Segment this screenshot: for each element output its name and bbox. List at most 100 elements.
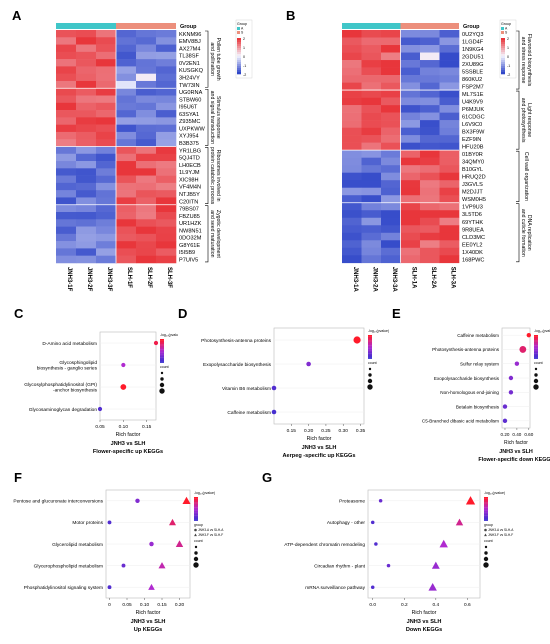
heatmap-cell: [96, 131, 117, 140]
heatmap-cell: [400, 52, 421, 61]
heatmap-cell: [116, 124, 137, 133]
annotation-bracket: [205, 30, 209, 88]
heatmap-cell: [116, 117, 137, 125]
legend-color-step: [534, 357, 538, 359]
legend-color-step: [194, 497, 198, 499]
group-bar-cell: [76, 23, 96, 29]
point-circle: [153, 340, 159, 346]
heatmap-cell: [136, 117, 157, 125]
heatmap-cell: [76, 51, 97, 60]
heatmap-cell: [361, 135, 382, 143]
heatmap-cell: [342, 187, 362, 196]
heatmap-cell: [136, 102, 157, 111]
group-bar-cell: [342, 23, 362, 29]
legend-scale-label: 1: [507, 46, 509, 50]
heatmap-cell: [76, 175, 97, 184]
legend-color-step: [194, 505, 198, 508]
heatmap-cell: [420, 52, 440, 61]
heatmap-cell: [136, 73, 157, 82]
heatmap-cell: [76, 117, 97, 125]
heatmap-cell: [400, 120, 421, 128]
point-circle: [386, 563, 391, 568]
heatmap-cell: [400, 45, 421, 53]
legend-swatch-s: [501, 31, 504, 34]
heatmap-cell: [56, 110, 77, 118]
heatmap-cell: [342, 172, 362, 181]
heatmap-row-label: 61CDGC: [462, 115, 485, 121]
heatmap-cell: [96, 190, 117, 198]
annotation-bracket: [516, 90, 520, 150]
heatmap-cell: [381, 105, 401, 113]
legend-gradient-step: [501, 38, 505, 41]
heatmap-cell: [156, 139, 177, 147]
heatmap-cell: [116, 66, 137, 74]
heatmap-row-label: 9R8UEA: [462, 227, 484, 233]
legend-color-step: [368, 348, 372, 351]
heatmap-cell: [136, 30, 157, 38]
point-triangle: [158, 562, 166, 569]
group-label: Group: [180, 24, 197, 30]
legend-gradient-step: [237, 68, 241, 71]
legend-color-step: [194, 508, 198, 511]
heatmap-cell: [76, 44, 97, 53]
heatmap-cell: [439, 172, 460, 181]
heatmap-cell: [361, 45, 382, 53]
heatmap-cell: [400, 232, 421, 241]
legend-shape-title: group: [194, 523, 203, 527]
heatmap-cell: [76, 30, 97, 38]
heatmap-cell: [400, 157, 421, 166]
heatmap-cell: [342, 210, 362, 219]
heatmap-cell: [96, 80, 117, 89]
heatmap-row-label: C20ITN: [179, 199, 198, 205]
point-circle: [149, 541, 154, 547]
heatmap-cell: [361, 60, 382, 68]
legend-size-title: count: [160, 365, 169, 369]
legend-swatch-a: [501, 27, 504, 30]
heatmap-cell: [342, 150, 362, 158]
heatmap-cell: [361, 157, 382, 166]
term-label: Vitamin B6 metabolism: [222, 386, 271, 392]
heatmap-cell: [156, 80, 177, 89]
heatmap-cell: [361, 180, 382, 189]
legend-size-dot: [367, 384, 373, 390]
legend-color-step: [534, 352, 538, 354]
x-tick-label: 0: [108, 602, 111, 608]
legend-gradient-step: [501, 50, 505, 53]
legend-scale-label: -2: [507, 73, 510, 77]
heatmap-cell: [439, 180, 460, 189]
heatmap-cell: [76, 88, 97, 96]
annotation-bracket: [205, 88, 209, 146]
heatmap-cell: [361, 112, 382, 121]
heatmap-cell: [381, 225, 401, 234]
legend-color-step: [484, 498, 488, 501]
chart-subtitle: JNH3 vs SLH: [407, 619, 442, 625]
heatmap-cell: [381, 202, 401, 211]
heatmap-cell: [56, 88, 77, 96]
heatmap-cell: [361, 240, 382, 249]
heatmap-cell: [96, 102, 117, 111]
heatmap-cell: [56, 146, 77, 155]
term-label: ATP-dependent chromatin remodeling: [284, 542, 365, 548]
heatmap-cell: [96, 175, 117, 184]
x-axis-label: Rich factor: [504, 440, 528, 446]
term-label: Proteasome: [339, 499, 365, 505]
legend-color-step: [368, 350, 372, 353]
legend-color-step: [534, 340, 538, 342]
legend-gradient-step: [501, 60, 505, 63]
heatmap-cell: [156, 255, 177, 264]
heatmap-cell: [56, 204, 77, 213]
heatmap-cell: [96, 146, 117, 155]
heatmap-cell: [342, 112, 362, 121]
heatmap-cell: [381, 172, 401, 181]
legend-color-step: [368, 340, 372, 342]
legend-color-step: [160, 356, 164, 358]
heatmap-cell: [76, 124, 97, 133]
x-tick-label: 0.10: [119, 424, 129, 430]
legend-size-title: count: [534, 361, 543, 365]
x-axis-label: Rich factor: [307, 436, 332, 442]
heatmap-cell: [439, 75, 460, 83]
heatmap-row-label: UR1HZK: [179, 221, 202, 227]
heatmap-cell: [400, 90, 421, 98]
heatmap-cell: [96, 168, 117, 176]
annotation-bracket: [205, 205, 209, 263]
